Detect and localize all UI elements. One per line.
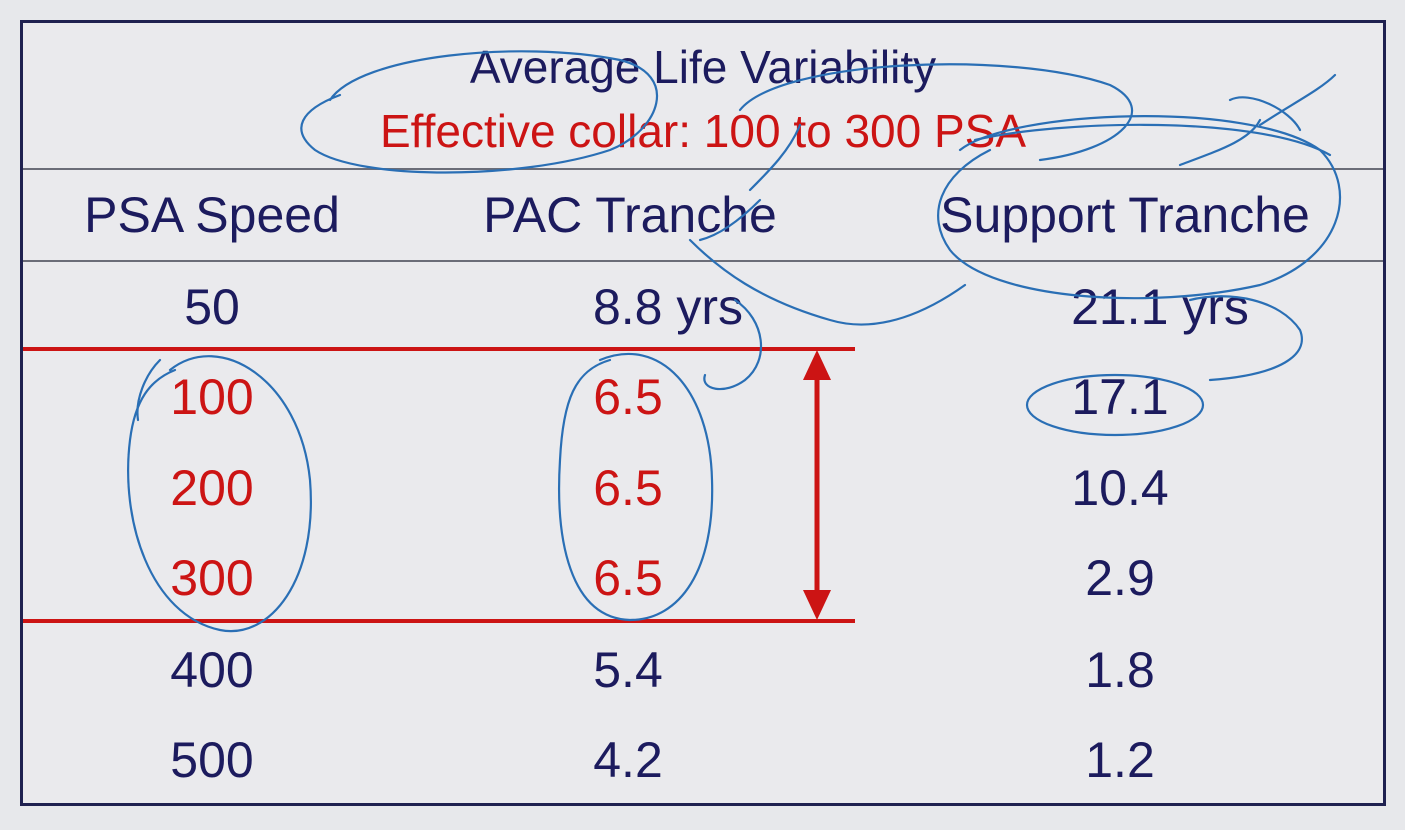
collar-bottom-line	[23, 619, 855, 623]
cell-psa-row-4: 300	[170, 550, 254, 606]
cell-support-row-4: 2.9	[1085, 550, 1155, 606]
column-header-psa-speed: PSA Speed	[84, 187, 340, 243]
cell-pac-row-1: 8.8 yrs	[592, 279, 744, 335]
collar-top-line	[23, 347, 855, 351]
cell-psa-row-5: 400	[170, 642, 254, 698]
cell-support-row-2: 17.1	[1071, 369, 1169, 425]
title-separator	[23, 168, 1383, 170]
cell-pac-row-2: 6.5	[593, 369, 663, 425]
cell-psa-row-1: 50	[184, 279, 240, 335]
cell-support-row-5: 1.8	[1085, 642, 1155, 698]
cell-pac-row-3: 6.5	[593, 460, 663, 516]
slide-title: Average Life Variability	[469, 41, 937, 93]
cell-pac-row-6: 4.2	[593, 732, 663, 788]
cell-psa-row-3: 200	[170, 460, 254, 516]
column-header-support-tranche: Support Tranche	[940, 187, 1310, 243]
header-separator	[23, 260, 1383, 262]
cell-psa-row-2: 100	[170, 369, 254, 425]
cell-support-row-6: 1.2	[1085, 732, 1155, 788]
cell-support-row-3: 10.4	[1071, 460, 1169, 516]
cell-support-row-1: 21.1 yrs	[1071, 279, 1249, 335]
cell-pac-row-5: 5.4	[593, 642, 663, 698]
slide-subtitle: Effective collar: 100 to 300 PSA	[379, 105, 1027, 157]
cell-pac-row-4: 6.5	[593, 550, 663, 606]
column-header-pac-tranche: PAC Tranche	[483, 187, 777, 243]
cell-psa-row-6: 500	[170, 732, 254, 788]
